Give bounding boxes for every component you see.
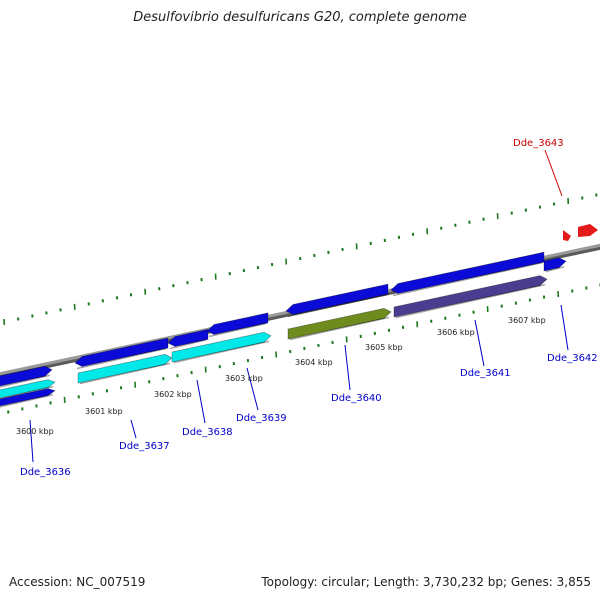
gene-dde-3638-top: [167, 328, 209, 347]
gene-dde-3637-top-shade: [76, 347, 167, 370]
gene-track: [0, 224, 598, 408]
gene-dde-3643-b: [578, 224, 598, 237]
gene-dde-3636-top: [0, 365, 53, 387]
gene-dde-3637-bottom-shade: [79, 362, 171, 385]
gene-dde-3640-bottom-shade: [289, 316, 390, 341]
gene-dde-3641-bottom: [393, 275, 548, 318]
gene-dde-3636-top-shade: [0, 374, 51, 388]
gene-dde-3637-bottom: [77, 353, 173, 384]
genome-stats-text: Topology: circular; Length: 3,730,232 bp…: [261, 575, 591, 589]
gene-dde-3636-bottom-2-shade: [0, 393, 54, 408]
gene-dde-3636-bottom-2: [0, 388, 56, 407]
scale-label-3606: 3606 kbp: [437, 328, 475, 337]
gene-dde-3639-top: [206, 312, 269, 335]
gene-labels: Dde_3636 Dde_3637 Dde_3638 Dde_3639 Dde_…: [20, 138, 598, 478]
scale-label-3602: 3602 kbp: [154, 390, 192, 399]
gene-label-dde-3643: Dde_3643: [513, 138, 564, 149]
gene-dde-3641-top-shade: [392, 261, 543, 297]
connector-dde-3641: [474, 319, 485, 367]
connector-dde-3642: [560, 304, 569, 351]
gene-label-dde-3639: Dde_3639: [236, 413, 287, 424]
label-connectors: [29, 149, 569, 463]
gene-dde-3642-top-shade: [545, 266, 565, 273]
gene-dde-3638-bottom-shade: [173, 340, 270, 364]
connector-dde-3643: [544, 149, 563, 197]
gene-dde-3638-bottom: [171, 331, 272, 363]
gene-dde-3639-top-shade: [208, 322, 267, 338]
gene-dde-3640-bottom: [287, 307, 392, 340]
gene-label-dde-3641: Dde_3641: [460, 368, 511, 379]
connector-dde-3638: [196, 379, 206, 424]
connector-dde-3636: [29, 419, 34, 463]
scale-label-3600: 3600 kbp: [16, 427, 54, 436]
scale-label-3605: 3605 kbp: [365, 343, 403, 352]
scale-label-3601: 3601 kbp: [85, 407, 123, 416]
scale-label-3607: 3607 kbp: [508, 316, 546, 325]
scale-label-3603: 3603 kbp: [225, 374, 263, 383]
map-title: Desulfovibrio desulfuricans G20, complet…: [133, 10, 467, 25]
gene-dde-3636-bottom: [0, 379, 56, 399]
gene-dde-3641-top: [390, 251, 545, 294]
gene-dde-3640-top-shade: [287, 293, 387, 318]
gene-dde-3637-top: [74, 337, 169, 367]
scale-label-3604: 3604 kbp: [295, 358, 333, 367]
gene-label-dde-3640: Dde_3640: [331, 393, 382, 404]
gene-dde-3643-a: [563, 230, 571, 241]
gene-dde-3636-bottom-shade: [0, 385, 54, 400]
connector-dde-3637: [130, 419, 137, 439]
accession-text: Accession: NC_007519: [9, 575, 146, 589]
gene-label-dde-3637: Dde_3637: [119, 441, 170, 452]
gene-dde-3640-top: [285, 283, 389, 315]
gene-dde-3641-bottom-shade: [395, 283, 546, 319]
inner-tick-ring: [7, 283, 600, 414]
connector-dde-3639: [246, 367, 259, 411]
gene-label-dde-3642: Dde_3642: [547, 353, 598, 364]
scale-labels: 3600 kbp 3601 kbp 3602 kbp 3603 kbp 3604…: [16, 316, 546, 436]
connector-dde-3640: [344, 344, 351, 391]
gene-label-dde-3636: Dde_3636: [20, 467, 71, 478]
gene-dde-3638-top-shade: [169, 339, 207, 350]
outer-tick-ring: [3, 193, 598, 326]
gene-dde-3642-top: [543, 257, 567, 272]
gene-label-dde-3638: Dde_3638: [182, 427, 233, 438]
